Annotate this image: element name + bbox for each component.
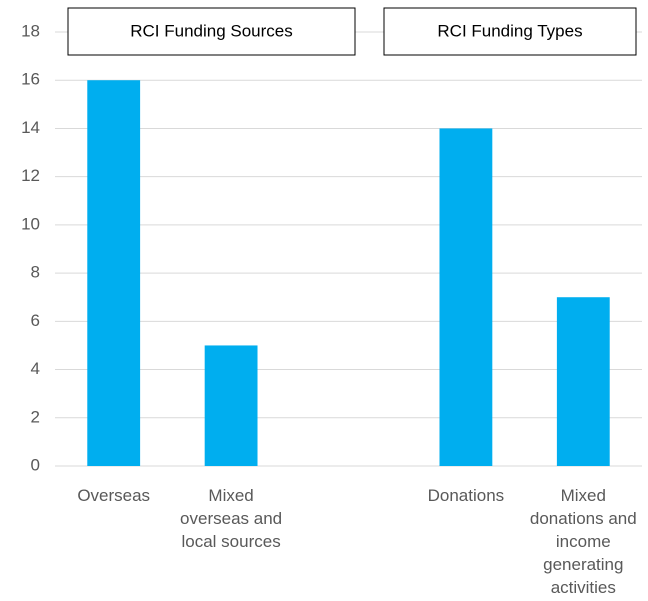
y-tick-label: 6 — [31, 311, 40, 330]
bar — [556, 297, 610, 466]
group-label: RCI Funding Sources — [130, 21, 293, 40]
x-tick-label: Mixed donations and income generating ac… — [529, 486, 637, 597]
x-tick-label: Donations — [427, 486, 505, 505]
y-tick-label: 16 — [21, 70, 40, 89]
bar — [439, 128, 493, 466]
x-tick-label: Mixed overseas and local sources — [180, 486, 283, 551]
group-label: RCI Funding Types — [437, 21, 582, 40]
y-tick-label: 10 — [21, 214, 40, 233]
bar — [87, 80, 141, 466]
group-label-box — [383, 7, 637, 56]
y-tick-label: 4 — [31, 359, 40, 378]
y-tick-label: 0 — [31, 455, 40, 474]
y-tick-label: 14 — [21, 118, 40, 137]
y-tick-label: 8 — [31, 263, 40, 282]
y-tick-label: 12 — [21, 166, 40, 185]
group-label-box — [67, 7, 356, 56]
y-tick-label: 2 — [31, 407, 40, 426]
bar — [204, 345, 258, 466]
x-tick-label: Overseas — [77, 486, 151, 505]
y-tick-label: 18 — [21, 21, 40, 40]
